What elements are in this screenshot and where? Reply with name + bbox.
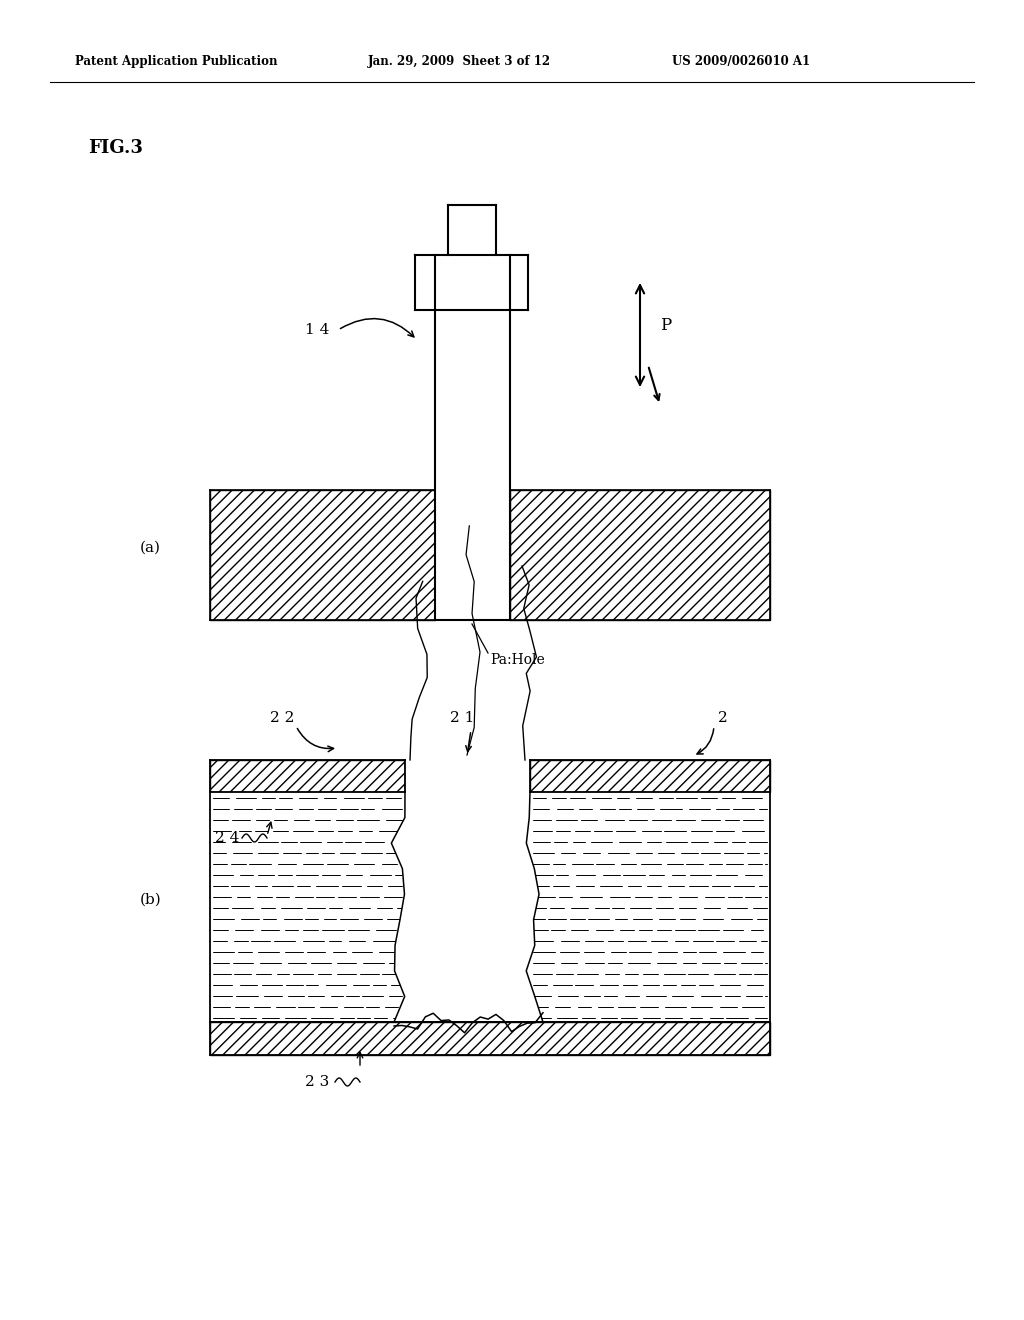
Bar [210,760,406,792]
Text: FIG.3: FIG.3 [88,139,143,157]
Polygon shape [391,792,543,1022]
Text: 1 4: 1 4 [305,323,330,337]
Text: (b): (b) [140,894,162,907]
Bar [415,255,528,310]
Bar [406,760,530,792]
Text: US 2009/0026010 A1: US 2009/0026010 A1 [672,55,810,69]
Bar [210,792,406,1022]
Text: (a): (a) [140,541,161,554]
Bar [210,1022,770,1055]
Text: 2 1: 2 1 [450,711,474,725]
Text: Jan. 29, 2009  Sheet 3 of 12: Jan. 29, 2009 Sheet 3 of 12 [368,55,551,69]
Text: Pa:Hole: Pa:Hole [490,653,545,667]
Bar [530,760,770,792]
Text: 2 2: 2 2 [270,711,294,725]
Bar [510,490,770,620]
Bar [210,490,435,620]
Bar [435,255,510,620]
Text: P: P [660,317,672,334]
Text: 2: 2 [718,711,728,725]
Text: 2 4: 2 4 [215,832,240,845]
Text: 2 3: 2 3 [305,1074,330,1089]
Text: Patent Application Publication: Patent Application Publication [75,55,278,69]
Bar [530,792,770,1022]
